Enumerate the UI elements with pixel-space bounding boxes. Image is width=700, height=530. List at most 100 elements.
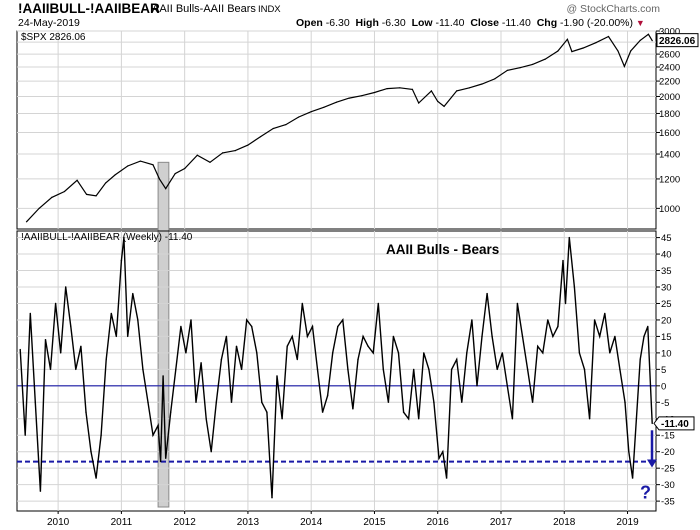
spx-point xyxy=(95,195,97,197)
x-tick-label-4: 2014 xyxy=(300,517,323,528)
aaii-point xyxy=(542,352,544,354)
spx-point xyxy=(506,69,508,71)
spx-point xyxy=(623,65,626,67)
spx-point xyxy=(127,165,129,167)
aaii-point xyxy=(647,325,649,328)
aaii-point xyxy=(382,368,384,371)
spx-point xyxy=(557,50,559,52)
aaii-ytick-label-4: -15 xyxy=(661,431,675,442)
spx-point xyxy=(38,207,40,209)
aaii-ytick-label-3: -20 xyxy=(661,447,675,458)
aaii-point xyxy=(442,451,444,453)
spx-point xyxy=(310,111,312,113)
spx-point xyxy=(399,87,401,89)
aaii-point xyxy=(281,418,283,420)
aaii-point xyxy=(95,477,97,479)
aaii-point xyxy=(547,319,549,321)
aaii-point xyxy=(635,418,638,420)
spx-point xyxy=(152,164,154,166)
aaii-point xyxy=(261,401,263,403)
aaii-ytick-label-2: -25 xyxy=(661,464,675,475)
aaii-point xyxy=(526,368,529,371)
aaii-point xyxy=(552,335,554,338)
x-tick-label-2: 2012 xyxy=(174,517,197,528)
aaii-point xyxy=(511,418,514,420)
aaii-point xyxy=(599,335,601,338)
open-label: Open xyxy=(296,17,323,29)
x-tick-label-7: 2017 xyxy=(490,517,513,528)
aaii-point xyxy=(568,236,570,239)
aaii-point xyxy=(564,302,567,305)
aaii-point xyxy=(85,411,87,413)
aaii-point xyxy=(387,401,390,403)
aaii-point xyxy=(180,325,182,328)
aaii-point xyxy=(609,352,611,354)
spx-point xyxy=(196,154,198,156)
down-arrow-icon: ▼ xyxy=(635,18,645,28)
aaii-point xyxy=(210,451,212,453)
spx-point xyxy=(323,106,325,108)
spx-point xyxy=(571,51,573,53)
x-tick-label-5: 2015 xyxy=(363,517,386,528)
close-value: -11.40 xyxy=(501,17,531,29)
aaii-point xyxy=(157,424,159,427)
index-name: AAII Bulls-AAII Bears xyxy=(152,3,256,15)
aaii-point xyxy=(501,352,503,354)
chart-date: 24-May-2019 xyxy=(18,17,80,29)
spx-ytick-label-6: 2200 xyxy=(659,77,680,88)
aaii-point xyxy=(205,418,207,420)
aaii-point xyxy=(235,345,238,347)
aaii-point xyxy=(377,302,379,305)
chart-symbol: !AAIIBULL-!AAIIBEAR xyxy=(18,1,160,16)
aaii-point xyxy=(29,312,31,315)
aaii-ytick-label-13: 30 xyxy=(661,283,672,294)
spx-ytick-label-2: 1400 xyxy=(659,150,680,161)
spx-point xyxy=(468,87,470,89)
aaii-point xyxy=(643,335,645,338)
aaii-point xyxy=(537,345,539,347)
chg-value: -1.90 (-20.00%) xyxy=(560,17,633,29)
aaii-point xyxy=(516,302,519,305)
aaii-point xyxy=(110,312,113,315)
spx-point xyxy=(494,78,496,80)
spx-point xyxy=(361,95,363,97)
aaii-point xyxy=(562,259,564,262)
aaii-point xyxy=(44,339,47,341)
aaii-point xyxy=(75,368,77,371)
aaii-point xyxy=(531,401,534,403)
spx-point xyxy=(532,63,534,65)
exchange-label: INDX xyxy=(257,4,281,15)
aaii-point xyxy=(123,236,125,239)
aaii-point xyxy=(466,352,468,354)
spx-point xyxy=(114,174,116,176)
aaii-ytick-label-1: -30 xyxy=(661,480,675,491)
aaii-plot-frame xyxy=(16,230,657,512)
aaii-ytick-label-16: 45 xyxy=(661,233,672,244)
aaii-point xyxy=(456,358,458,361)
spx-point xyxy=(566,38,569,40)
aaii-point xyxy=(19,348,21,351)
spx-point xyxy=(607,35,610,38)
aaii-point xyxy=(326,395,329,397)
spx-point xyxy=(272,127,274,130)
x-axis: 2010 2011 2012 2013 2014 2015 2016 2017 2018 2019 xyxy=(47,511,639,528)
aaii-point xyxy=(604,312,606,315)
aaii-point xyxy=(65,286,67,288)
aaii-point xyxy=(337,325,339,328)
spx-point xyxy=(297,116,300,118)
aaii-point xyxy=(461,401,463,403)
low-label: Low xyxy=(411,17,433,29)
x-tick-label-9: 2019 xyxy=(616,517,639,528)
aaii-ytick-label-6: -5 xyxy=(661,398,669,409)
aaii-point xyxy=(433,401,435,403)
aaii-point xyxy=(593,319,596,321)
question-mark: ? xyxy=(640,483,651,503)
aaii-point xyxy=(413,368,415,371)
spx-point xyxy=(335,101,338,103)
aaii-ytick-label-0: -35 xyxy=(661,497,675,508)
aaii-point xyxy=(486,292,488,295)
aaii-point xyxy=(301,302,303,305)
aaii-last-value-box xyxy=(653,416,695,431)
aaii-point xyxy=(578,352,581,354)
close-label: Close xyxy=(470,17,499,29)
